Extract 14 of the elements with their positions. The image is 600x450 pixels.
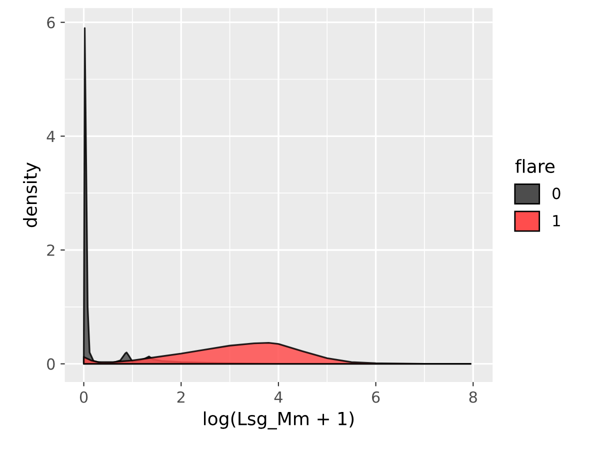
y-axis-title: density [23, 162, 40, 228]
y-tick-label: 6 [47, 16, 55, 28]
x-tick-label: 2 [177, 391, 184, 403]
x-tick-label: 0 [80, 391, 88, 403]
legend-label: 0 [552, 188, 560, 200]
y-tick-label: 0 [47, 358, 55, 370]
x-tick-label: 4 [274, 392, 282, 403]
legend-label: 1 [553, 215, 560, 226]
legend-title: flare [515, 159, 555, 174]
x-tick-label: 8 [469, 391, 477, 403]
y-tick-label: 2 [47, 244, 54, 256]
x-axis-title: log(Lsg_Mm + 1) [204, 411, 354, 430]
x-tick-label: 6 [372, 391, 380, 403]
y-tick-label: 4 [46, 130, 55, 142]
